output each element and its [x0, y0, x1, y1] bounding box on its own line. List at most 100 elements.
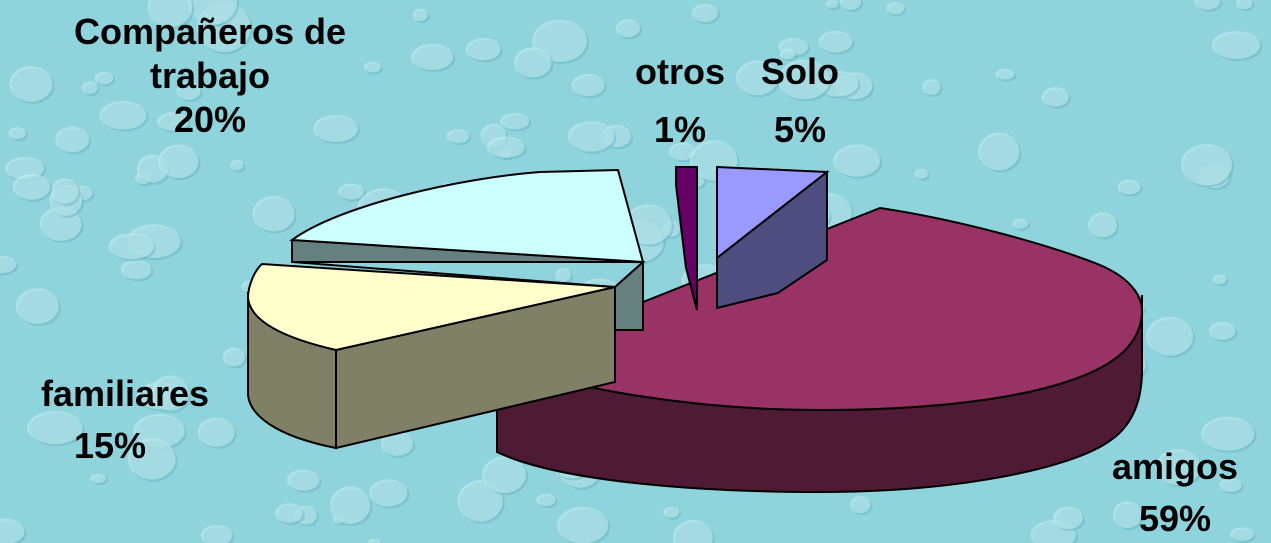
droplet: [363, 61, 383, 75]
droplet: [532, 19, 589, 65]
droplet: [313, 115, 360, 144]
label-amigos-pct: 59%: [1138, 498, 1212, 539]
droplet: [222, 347, 247, 369]
droplet: [8, 127, 28, 142]
droplet: [833, 144, 883, 179]
droplet: [197, 417, 237, 449]
slice-companeros-top: [289, 168, 645, 264]
slice-solo: [716, 165, 830, 310]
slice-solo-side: [716, 169, 828, 310]
droplet: [482, 456, 529, 496]
droplet: [39, 206, 84, 243]
label-otros-pct: 1%: [653, 109, 707, 150]
droplet: [1212, 274, 1229, 287]
droplet: [9, 65, 55, 104]
droplet: [0, 255, 19, 276]
droplet: [850, 496, 873, 516]
droplet: [825, 0, 841, 11]
droplet: [818, 30, 855, 55]
droplet: [840, 0, 863, 12]
droplet: [1230, 527, 1256, 543]
droplet: [736, 60, 781, 98]
label-otros-name: otros: [635, 51, 725, 92]
slice-familiares-top: [246, 262, 616, 352]
droplet: [1211, 31, 1263, 62]
droplet: [691, 3, 720, 25]
droplet: [778, 59, 833, 102]
droplet: [158, 144, 201, 181]
droplet: [457, 480, 505, 524]
droplet: [99, 101, 149, 132]
droplet: [615, 19, 643, 40]
label-amigos-name: amigos: [1111, 446, 1239, 487]
droplet: [275, 503, 305, 525]
droplet: [0, 518, 27, 543]
droplet: [557, 506, 611, 543]
droplet: [1201, 416, 1257, 453]
droplet: [94, 71, 116, 87]
droplet: [1194, 0, 1223, 12]
label-familiares: familiares 15%: [0, 372, 250, 468]
droplet: [663, 506, 682, 520]
slice-amigos: [494, 206, 1144, 494]
droplet: [555, 267, 574, 284]
label-solo: Solo 5%: [735, 50, 865, 152]
droplet: [1088, 212, 1119, 240]
label-companeros-pct: 20%: [173, 99, 247, 140]
label-companeros-line2: trabajo: [149, 55, 271, 96]
droplet: [1155, 449, 1203, 488]
droplet: [367, 538, 383, 543]
droplet: [81, 81, 100, 97]
droplet: [27, 410, 85, 447]
droplet: [51, 178, 81, 206]
droplet: [90, 473, 108, 485]
slice-familiares: [246, 262, 616, 450]
droplet: [410, 43, 456, 73]
droplet: [922, 79, 943, 97]
label-companeros-line1: Compañeros de: [73, 11, 347, 52]
slice-companeros-side-back: [291, 240, 644, 331]
droplet: [500, 113, 532, 132]
droplet: [567, 121, 617, 154]
droplet: [230, 159, 246, 173]
droplet: [1053, 506, 1085, 532]
droplet: [1219, 478, 1244, 494]
droplet: [446, 129, 472, 146]
droplet: [465, 37, 503, 63]
droplet: [995, 68, 1017, 82]
droplet: [108, 233, 156, 262]
slice-amigos-top: [494, 206, 1144, 412]
droplet: [672, 519, 715, 543]
droplet: [15, 288, 61, 326]
slice-companeros: [289, 168, 646, 331]
droplet: [187, 0, 239, 27]
droplet: [1117, 179, 1143, 197]
droplet: [412, 8, 430, 24]
droplet: [1146, 316, 1196, 358]
droplet: [978, 132, 1022, 173]
droplet: [337, 183, 367, 202]
label-amigos: amigos 59%: [1085, 445, 1265, 541]
droplet: [55, 126, 92, 155]
droplet: [147, 0, 195, 30]
droplet: [1208, 321, 1238, 342]
droplet: [127, 438, 178, 482]
slice-otros: [675, 166, 698, 311]
droplet: [120, 259, 154, 282]
label-familiares-pct: 15%: [73, 425, 147, 466]
droplet: [886, 1, 907, 16]
droplet: [380, 431, 416, 458]
droplet: [914, 168, 930, 181]
droplet: [1041, 87, 1071, 109]
label-otros: otros 1%: [615, 50, 745, 152]
droplet: [486, 136, 527, 160]
droplet: [513, 47, 554, 80]
droplet: [571, 73, 607, 99]
label-familiares-name: familiares: [40, 373, 210, 414]
label-solo-name: Solo: [761, 51, 839, 92]
droplet: [200, 525, 235, 543]
droplet: [156, 112, 191, 133]
droplet: [536, 493, 558, 508]
droplet: [369, 479, 410, 509]
